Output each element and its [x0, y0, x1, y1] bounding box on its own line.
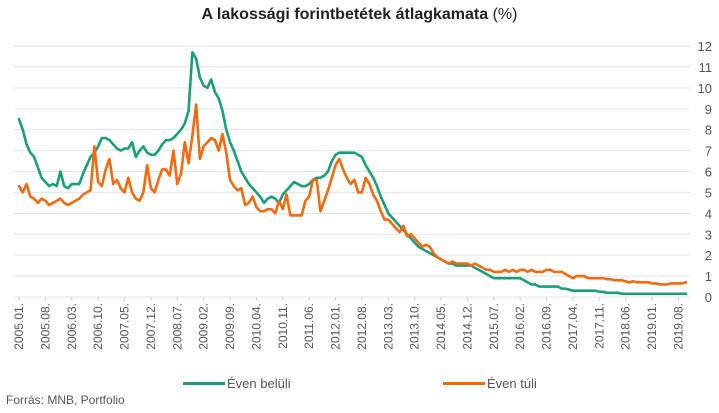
x-tick-label: 2019.01.	[645, 303, 659, 350]
series-line-1	[17, 103, 688, 286]
x-tick-label: 2012.08.	[355, 303, 369, 350]
series-line-0	[17, 50, 688, 296]
x-tick-label: 2006.10.	[91, 303, 105, 350]
x-tick-label: 2013.10.	[408, 303, 422, 350]
y-tick-label: 0	[705, 290, 712, 305]
x-tick-label: 2008.07.	[170, 303, 184, 350]
source-note: Forrás: MNB, Portfolio	[6, 393, 125, 407]
y-tick-label: 11	[699, 60, 713, 75]
y-tick-label: 1	[705, 269, 712, 284]
chart-title: A lakossági forintbetétek átlagkamata (%…	[0, 6, 719, 24]
chart-title-text: A lakossági forintbetétek átlagkamata	[201, 6, 489, 23]
y-tick-label: 5	[705, 185, 712, 200]
x-tick-label: 2011.06.	[302, 303, 316, 349]
x-tick-label: 2007.05.	[118, 303, 132, 350]
x-tick-label: 2010.04.	[249, 303, 263, 350]
y-tick-label: 2	[705, 248, 712, 263]
x-tick-label: 2019.08.	[671, 303, 685, 350]
y-tick-label: 4	[705, 206, 712, 221]
x-tick-label: 2005.01.	[12, 303, 26, 350]
x-tick-label: 2014.12.	[460, 303, 474, 350]
x-tick-label: 2012.01.	[329, 303, 343, 350]
x-tick-label: 2017.04.	[566, 303, 580, 350]
legend-item-eveb: Éven belüli	[183, 376, 291, 391]
y-tick-label: 6	[705, 165, 712, 180]
x-tick-label: 2013.03.	[381, 303, 395, 350]
legend-item-evet: Éven túli	[443, 376, 537, 391]
chart-title-unit: (%)	[492, 6, 518, 23]
grid-lines	[14, 45, 690, 301]
x-tick-label: 2017.11.	[592, 303, 606, 349]
x-tick-label: 2009.09.	[223, 303, 237, 350]
x-tick-label: 2014.05.	[434, 303, 448, 350]
x-tick-label: 2009.02.	[197, 303, 211, 350]
x-tick-label: 2015.07.	[487, 303, 501, 350]
x-tick-label: 2016.09.	[540, 303, 554, 350]
series-lines	[17, 50, 688, 296]
legend-swatch-evet	[443, 382, 485, 385]
y-tick-label: 9	[705, 102, 712, 117]
y-tick-label: 8	[705, 123, 712, 138]
legend-swatch-eveb	[183, 382, 225, 385]
y-tick-label: 3	[705, 227, 712, 242]
y-tick-label: 7	[705, 144, 712, 159]
x-tick-label: 2005.08.	[38, 303, 52, 350]
legend-label-evet: Éven túli	[487, 376, 537, 391]
x-tick-label: 2010.11.	[276, 303, 290, 349]
x-tick-label: 2007.12.	[144, 303, 158, 350]
x-tick-label: 2018.06.	[619, 303, 633, 350]
x-axis: 2005.01. 2005.08. 2006.03. 2006.10. 2007.05.…	[12, 303, 685, 350]
y-tick-label: 10	[698, 81, 712, 96]
y-tick-label: 12	[698, 39, 712, 54]
x-tick-label: 2006.03.	[65, 303, 79, 350]
x-tick-label: 2016.02.	[513, 303, 527, 350]
legend-label-eveb: Éven belüli	[227, 376, 291, 391]
